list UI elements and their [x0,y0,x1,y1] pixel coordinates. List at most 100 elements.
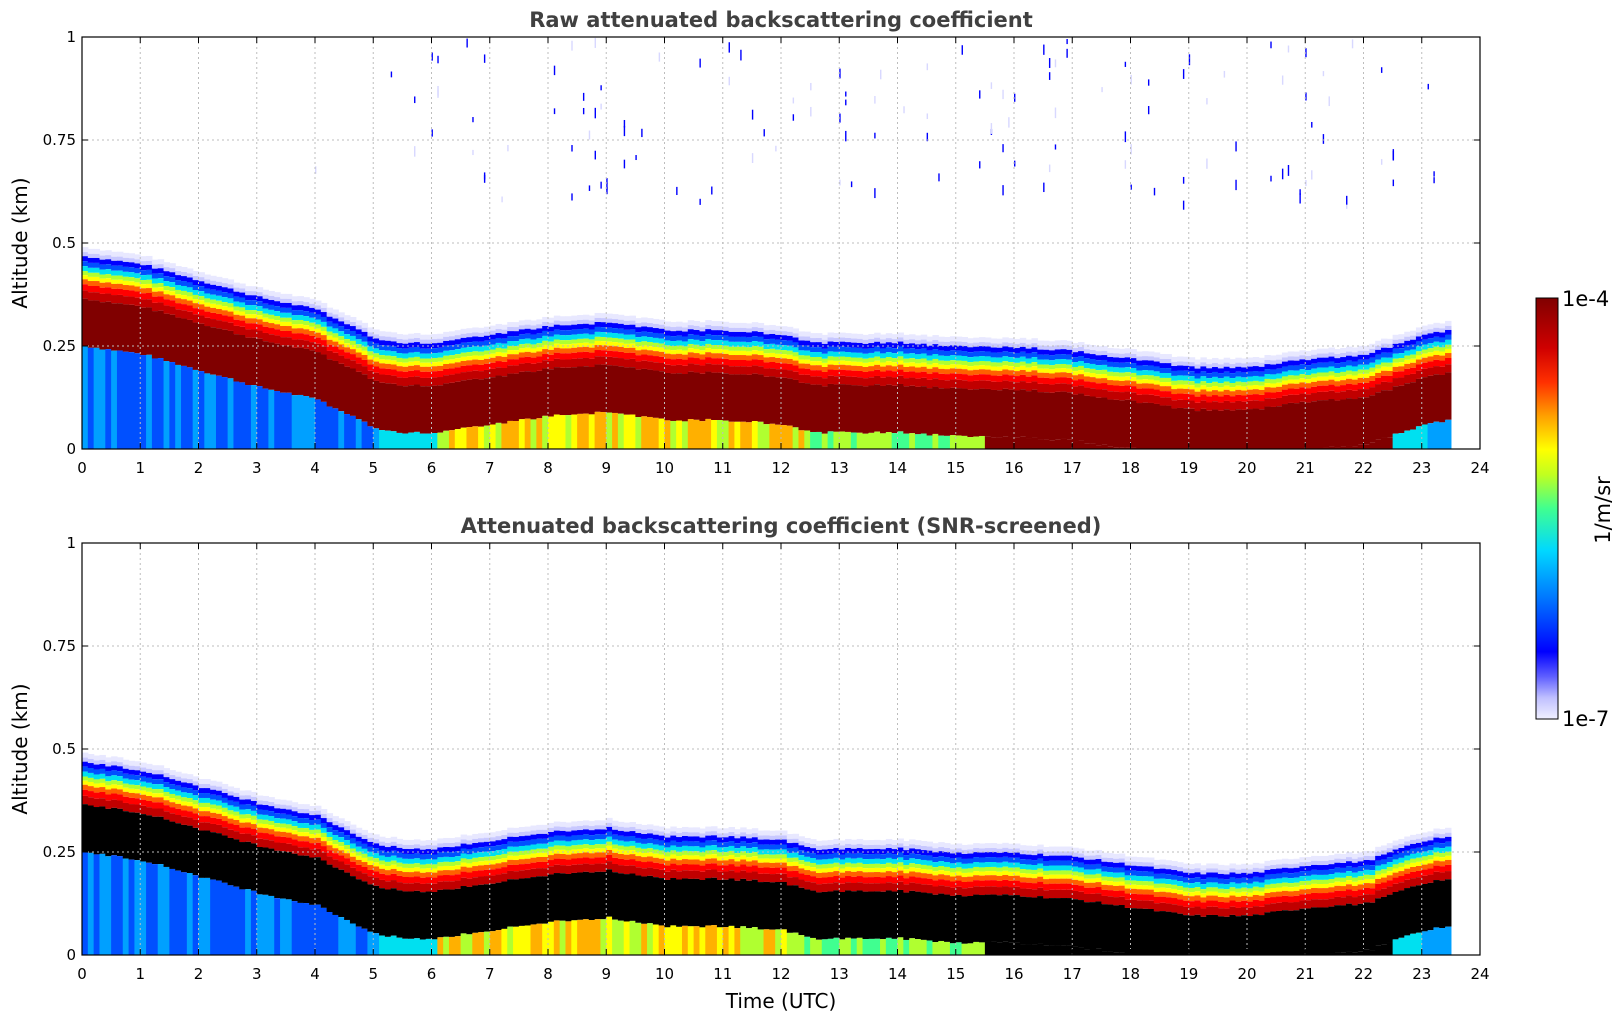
panel-screened-cell [810,867,817,872]
panel-raw-cell [1031,338,1038,344]
panel-raw-cell [850,338,858,343]
panel-raw-cell [507,341,514,346]
panel-screened-cell [617,858,625,866]
panel-raw-column [1194,359,1201,449]
panel-raw-cell [175,303,182,310]
panel-raw-cell [932,367,939,373]
panel-raw-cell [454,367,462,374]
panel-screened-cell [641,824,648,830]
panel-screened-cell [711,826,718,832]
panel-raw-cell [845,370,852,377]
panel-screened-cell [507,846,514,852]
panel-raw-cell [245,310,252,315]
panel-raw-cell [1118,376,1126,381]
panel-raw-column [1293,351,1301,449]
panel-raw-cell [1066,340,1073,346]
panel-raw-cell [262,341,269,389]
panel-screened-cell [116,856,124,955]
panel-screened-cell [146,763,153,769]
panel-screened-cell [612,829,619,835]
panel-raw-cell [909,353,916,359]
panel-raw-cell [93,253,101,258]
panel-raw-cell [1043,377,1050,384]
panel-raw-cell [746,347,753,352]
panel-raw-cell [1293,356,1301,361]
panel-raw-cell [722,321,730,327]
panel-raw-cell [518,352,526,358]
panel-raw-cell [647,355,654,362]
panel-screened-cell [373,843,380,849]
panel-raw-cell [99,293,106,303]
panel-raw-cell [612,365,619,413]
panel-raw-cell [1142,388,1149,395]
panel-screened-cell [332,825,339,831]
panel-screened-cell [676,865,683,872]
panel-raw-column [769,324,776,449]
panel-raw-cell [396,338,403,344]
panel-raw-cell [1060,359,1068,364]
panel-raw-cell [1316,385,1324,392]
panel-screened-cell [472,866,479,872]
panel-raw-cell [1334,354,1341,359]
panel-raw-cell [274,311,281,317]
panel-raw-cell [1054,439,1062,449]
panel-screened-cell [274,818,281,824]
panel-screened-cell [163,782,170,788]
panel-raw-cell [1351,446,1359,449]
panel-raw-cell [157,278,165,284]
panel-raw-cell [489,325,497,331]
panel-screened-cell [821,877,829,884]
panel-raw-cell [1206,364,1213,369]
panel-raw-cell [87,347,95,449]
panel-raw-cell [256,306,264,312]
panel-raw-cell [379,374,386,383]
panel-raw-column [582,92,590,449]
panel-raw-cell [600,341,607,346]
panel-screened-cell [291,821,299,827]
panel-screened-cell [332,848,339,854]
panel-raw-cell [903,362,910,367]
panel-raw-cell [437,347,444,353]
panel-screened-cell [192,808,200,814]
panel-screened-cell [600,919,607,955]
panel-raw-cell [501,329,508,334]
panel-raw-cell [355,352,363,358]
panel-raw-cell [1188,371,1196,377]
panel-raw-noise [810,106,812,117]
panel-raw-cell [140,261,147,266]
panel-raw-cell [303,334,310,341]
panel-raw-cell [751,341,759,347]
panel-screened-cell [740,878,747,927]
panel-screened-cell [215,795,223,801]
panel-raw-cell [1217,373,1225,379]
panel-raw-cell [1270,406,1277,449]
panel-raw-cell [979,346,986,352]
panel-raw-cell [163,361,170,449]
panel-raw-cell [478,371,485,380]
panel-raw-column [949,336,957,449]
panel-raw-cell [1380,366,1388,371]
panel-raw-cell [885,357,893,362]
panel-raw-cell [740,374,747,422]
panel-screened-cell [116,762,124,767]
panel-raw-cell [414,376,421,385]
panel-screened-cell [577,830,584,835]
panel-raw-cell [1392,348,1400,354]
panel-raw-cell [1206,383,1213,388]
panel-raw-cell [681,341,689,347]
panel-screened-cell [169,775,176,780]
panel-screened-cell [215,813,223,819]
panel-raw-cell [1410,349,1417,355]
panel-raw-cell [571,347,578,353]
panel-raw-cell [448,363,456,369]
panel-screened-cell [530,830,537,835]
panel-raw-cell [734,421,741,449]
panel-screened-cell [146,777,153,783]
panel-raw-cell [687,363,695,372]
panel-screened-column [751,828,759,955]
panel-screened-cell [82,771,89,777]
panel-raw-cell [472,370,479,379]
panel-raw-cell [949,350,957,356]
panel-raw-cell [687,352,695,358]
panel-raw-cell [641,326,648,332]
